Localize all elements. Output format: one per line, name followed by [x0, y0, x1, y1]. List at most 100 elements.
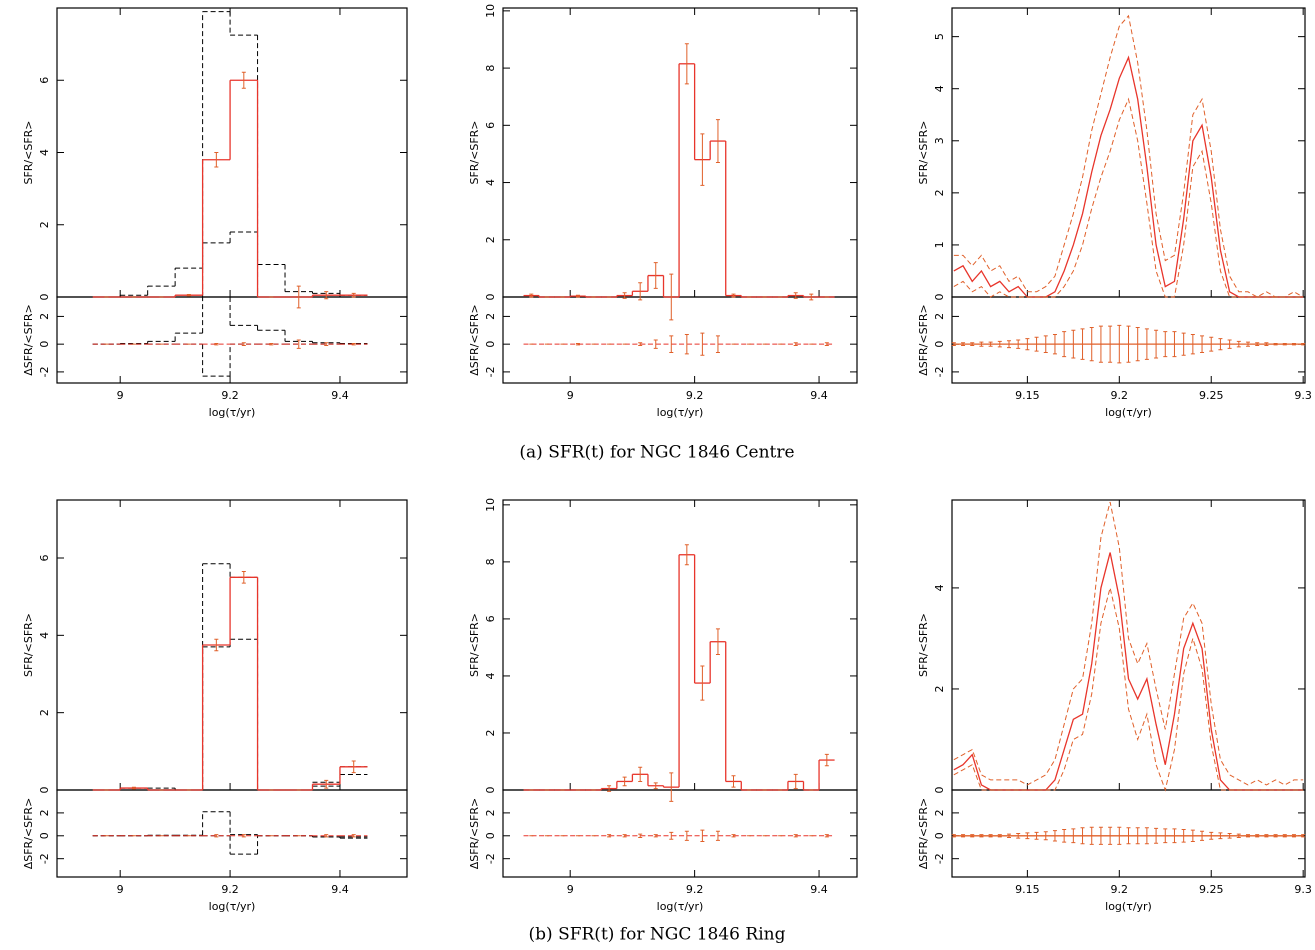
- plot-frame: [502, 499, 858, 791]
- error-bar: [1108, 325, 1113, 363]
- resid-y-tick-label: 2: [933, 809, 946, 816]
- error-bar: [1255, 834, 1260, 838]
- error-bar: [809, 293, 814, 301]
- x-axis-label: log(τ/yr): [1105, 900, 1152, 913]
- residual-frame: [951, 789, 1306, 878]
- y-tick-label: 4: [484, 672, 497, 679]
- error-bar: [669, 273, 674, 321]
- error-bar: [824, 342, 829, 347]
- error-bar: [351, 342, 356, 346]
- error-bar: [700, 332, 705, 356]
- y-tick-label: 10: [484, 498, 497, 512]
- resid-y-tick-label: 0: [484, 341, 497, 348]
- error-bar: [214, 342, 219, 346]
- plot-frame: [502, 7, 858, 298]
- error-bar: [793, 773, 798, 790]
- y-tick-label: 0: [933, 787, 946, 794]
- plot-frame: [56, 499, 408, 791]
- x-tick-label: 9: [567, 883, 574, 896]
- x-tick-label: 9: [567, 389, 574, 402]
- error-bar: [296, 285, 301, 309]
- error-bar: [1246, 834, 1251, 838]
- series-line: [953, 55, 1304, 298]
- error-bar: [1264, 834, 1269, 838]
- y-tick-label: 4: [933, 584, 946, 591]
- error-bar: [1098, 826, 1103, 845]
- error-bar: [1236, 833, 1241, 839]
- x-axis-label: log(τ/yr): [657, 900, 704, 913]
- error-bar: [1172, 331, 1177, 358]
- error-bar: [951, 834, 956, 838]
- y-tick-label: 2: [933, 189, 946, 196]
- error-bar: [731, 775, 736, 788]
- error-bar: [638, 282, 643, 301]
- resid-y-tick-label: -2: [933, 853, 946, 864]
- error-bar: [214, 834, 219, 838]
- resid-y-tick-label: -2: [38, 366, 51, 377]
- error-bar: [1200, 335, 1205, 353]
- error-bar: [269, 342, 274, 346]
- y-tick-label: 6: [484, 122, 497, 129]
- error-bar: [961, 834, 966, 838]
- residual-frame: [951, 296, 1306, 384]
- y-tick-label: 2: [933, 685, 946, 692]
- error-bar: [1144, 328, 1149, 360]
- error-bar: [607, 785, 612, 792]
- x-tick-label: 9.25: [1199, 389, 1224, 402]
- error-bar: [1200, 830, 1205, 841]
- error-bar: [669, 335, 674, 353]
- error-bar: [1227, 339, 1232, 349]
- error-bar: [1108, 826, 1113, 845]
- error-bar: [715, 335, 720, 353]
- error-bar: [684, 544, 689, 566]
- error-bar: [824, 753, 829, 767]
- error-bar: [793, 834, 798, 838]
- error-bar: [529, 293, 534, 298]
- error-bar: [1025, 338, 1030, 351]
- error-bar: [979, 341, 984, 347]
- resid-y-tick-label: 2: [38, 809, 51, 816]
- x-tick-label: 9.2: [686, 883, 704, 896]
- resid-y-tick-label: -2: [38, 853, 51, 864]
- y-tick-label: 5: [933, 33, 946, 40]
- error-bar: [653, 262, 658, 289]
- error-bar: [1006, 833, 1011, 839]
- error-bar: [1273, 342, 1278, 346]
- y-tick-label: 6: [484, 615, 497, 622]
- error-bar: [1071, 329, 1076, 359]
- error-bar: [1016, 339, 1021, 349]
- error-bar: [1034, 831, 1039, 840]
- error-bar: [1098, 325, 1103, 363]
- error-bar: [296, 339, 301, 349]
- error-bar: [1301, 834, 1306, 838]
- resid-y-tick-label: 2: [484, 809, 497, 816]
- y-tick-label: 2: [484, 729, 497, 736]
- error-bar: [1218, 338, 1223, 351]
- error-bar: [214, 152, 219, 168]
- error-bar: [669, 831, 674, 840]
- error-bar: [1255, 342, 1260, 347]
- y-axis-label: SFR/<SFR>: [22, 613, 35, 677]
- caption: (a) SFR(t) for NGC 1846 Centre: [519, 443, 794, 463]
- y-axis-label: SFR/<SFR>: [917, 613, 930, 677]
- error-bar: [961, 342, 966, 347]
- error-bar: [324, 342, 329, 347]
- error-bar: [1291, 342, 1296, 346]
- y-tick-label: 10: [484, 4, 497, 18]
- error-bar: [1282, 834, 1287, 838]
- resid-y-axis-label: ΔSFR/<SFR>: [22, 304, 35, 376]
- error-bar: [351, 760, 356, 774]
- resid-y-axis-label: ΔSFR/<SFR>: [468, 304, 481, 376]
- resid-y-axis-label: ΔSFR/<SFR>: [468, 798, 481, 870]
- error-bar: [1016, 833, 1021, 839]
- residual-frame: [502, 789, 858, 878]
- y-axis-label: SFR/<SFR>: [468, 120, 481, 184]
- x-tick-label: 9: [117, 883, 124, 896]
- y-tick-label: 4: [933, 85, 946, 92]
- error-bar: [1043, 831, 1048, 841]
- error-bar: [324, 834, 329, 838]
- error-bar: [1190, 829, 1195, 843]
- error-bar: [970, 834, 975, 838]
- error-bar: [1126, 325, 1131, 363]
